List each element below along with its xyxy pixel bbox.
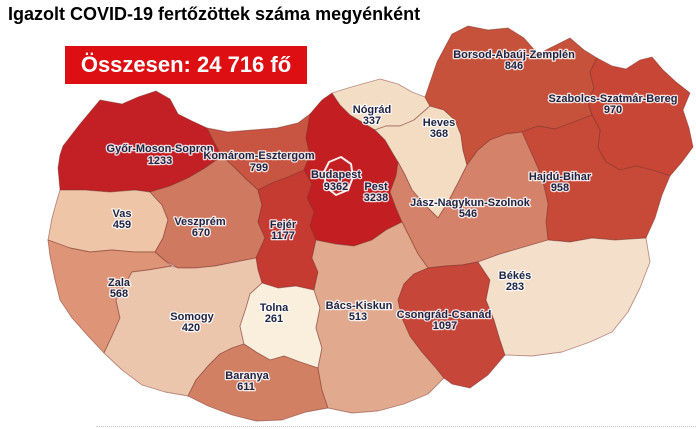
bottom-hairline xyxy=(96,426,696,427)
county-name-somogy: Somogy xyxy=(170,311,214,323)
county-name-bacs-kiskun: Bács-Kiskun xyxy=(326,300,393,312)
county-value-somogy: 420 xyxy=(182,322,200,334)
county-name-szabolcs-szatmar-bereg: Szabolcs-Szatmár-Bereg xyxy=(549,93,678,105)
county-name-borsod-abauj-zemplen: Borsod-Abaúj-Zemplén xyxy=(453,49,575,61)
county-shape-vas xyxy=(47,189,169,253)
county-name-veszprem: Veszprém xyxy=(174,216,226,228)
county-value-fejer: 1177 xyxy=(271,230,295,242)
county-name-fejer: Fejér xyxy=(270,219,297,231)
county-name-gyor-moson-sopron: Győr-Moson-Sopron xyxy=(107,143,214,155)
county-name-zala: Zala xyxy=(108,277,131,289)
county-name-jasz-nagykun-szolnok: Jász-Nagykun-Szolnok xyxy=(410,197,531,209)
county-value-hajdu-bihar: 958 xyxy=(551,182,569,194)
county-value-vas: 459 xyxy=(113,219,131,231)
county-name-tolna: Tolna xyxy=(260,302,289,314)
county-value-zala: 568 xyxy=(110,288,128,300)
county-value-gyor-moson-sopron: 1233 xyxy=(148,155,172,167)
county-value-csongrad-csanad: 1097 xyxy=(433,320,457,332)
county-value-komarom-esztergom: 799 xyxy=(250,162,268,174)
county-value-szabolcs-szatmar-bereg: 970 xyxy=(604,104,622,116)
county-value-pest: 3238 xyxy=(364,192,388,204)
county-name-baranya: Baranya xyxy=(225,370,269,382)
county-name-bekes: Békés xyxy=(499,270,531,282)
county-name-budapest: Budapest xyxy=(311,169,361,181)
county-name-csongrad-csanad: Csongrád-Csanád xyxy=(397,309,492,321)
county-value-nograd: 337 xyxy=(363,115,381,127)
county-shape-bekes xyxy=(477,237,651,357)
county-shape-baranya xyxy=(187,343,329,422)
county-value-budapest: 9362 xyxy=(324,181,348,193)
county-shape-szabolcs-szatmar-bereg xyxy=(587,56,694,177)
county-name-hajdu-bihar: Hajdú-Bihar xyxy=(529,171,592,183)
county-value-borsod-abauj-zemplen: 846 xyxy=(505,60,523,72)
county-shape-budapest xyxy=(323,156,354,196)
county-name-komarom-esztergom: Komárom-Esztergom xyxy=(203,150,314,162)
county-value-heves: 368 xyxy=(430,128,448,140)
county-name-heves: Heves xyxy=(423,117,455,129)
county-name-nograd: Nógrád xyxy=(353,104,392,116)
county-value-bacs-kiskun: 513 xyxy=(349,311,367,323)
total-banner-label: Összesen: 24 716 fő xyxy=(80,52,292,77)
county-value-jasz-nagykun-szolnok: 546 xyxy=(459,208,477,220)
page-title: Igazolt COVID-19 fertőzöttek száma megyé… xyxy=(8,4,421,24)
county-name-vas: Vas xyxy=(113,208,132,220)
county-value-veszprem: 670 xyxy=(192,227,210,239)
county-value-tolna: 261 xyxy=(265,313,283,325)
county-name-pest: Pest xyxy=(364,181,388,193)
total-banner: Összesen: 24 716 fő xyxy=(65,46,307,84)
county-value-bekes: 283 xyxy=(506,281,524,293)
county-value-baranya: 611 xyxy=(237,381,255,393)
